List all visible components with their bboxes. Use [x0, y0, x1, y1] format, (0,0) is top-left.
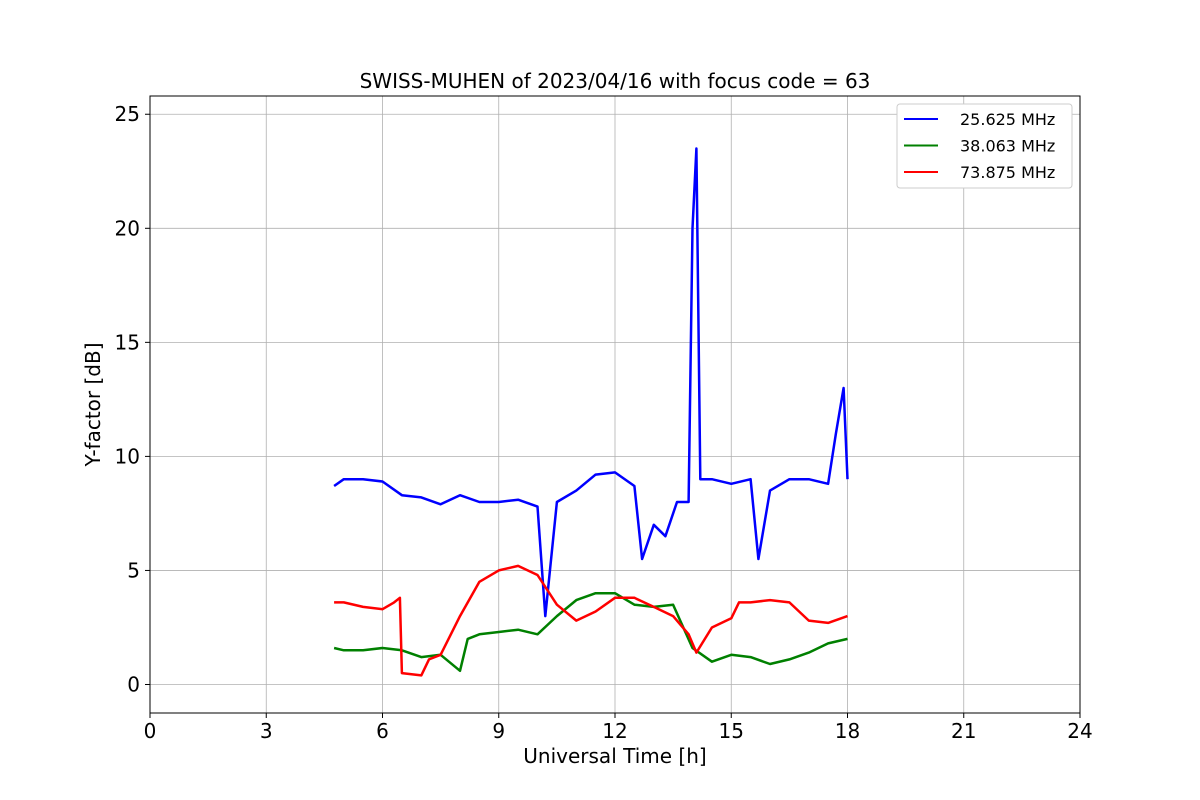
x-tick-label: 18: [835, 719, 860, 743]
x-tick-label: 6: [376, 719, 389, 743]
x-tick-label: 0: [144, 719, 157, 743]
series-line-1: [333, 147, 849, 618]
x-tick-label: 3: [260, 719, 273, 743]
plot-series: [333, 147, 849, 677]
y-tick-label: 10: [115, 444, 140, 468]
legend: 25.625 MHz 38.063 MHz 73.875 MHz: [896, 103, 1073, 189]
x-tick-label: 24: [1067, 719, 1092, 743]
legend-box: [896, 103, 1073, 189]
grid: [149, 96, 1081, 713]
chart-title: SWISS-MUHEN of 2023/04/16 with focus cod…: [360, 69, 871, 93]
y-tick-label: 0: [127, 672, 140, 696]
y-tick-label: 5: [127, 558, 140, 582]
y-tick-label: 20: [115, 216, 140, 240]
x-axis-ticks: 0 3 6 9 12 15 18 21 24: [144, 713, 1093, 743]
legend-label-2: 38.063 MHz: [960, 137, 1055, 156]
y-tick-label: 25: [115, 102, 140, 126]
y-tick-label: 15: [115, 330, 140, 354]
x-tick-label: 21: [951, 719, 976, 743]
y-axis-ticks: 0 5 10 15 20 25: [115, 102, 150, 696]
x-tick-label: 15: [719, 719, 744, 743]
legend-label-3: 73.875 MHz: [960, 163, 1055, 182]
y-axis-label: Y-factor [dB]: [81, 342, 105, 467]
series-line-2: [333, 591, 848, 673]
x-axis-label: Universal Time [h]: [523, 744, 706, 768]
series-line-3: [334, 564, 848, 677]
x-tick-label: 9: [492, 719, 505, 743]
x-tick-label: 12: [602, 719, 627, 743]
legend-label-1: 25.625 MHz: [960, 110, 1055, 129]
